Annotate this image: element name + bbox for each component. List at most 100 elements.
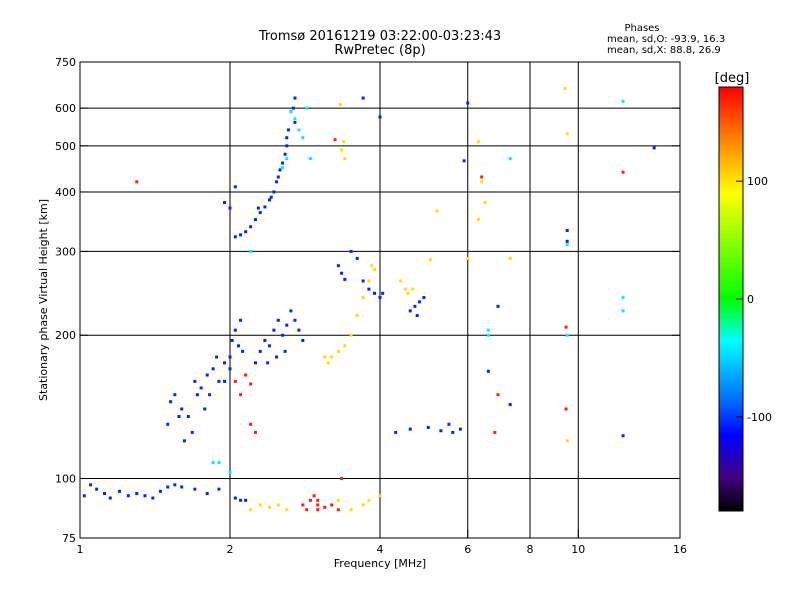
data-point (564, 325, 568, 329)
x-tick-label: 8 (527, 543, 534, 556)
colorbar-ticks: 100 0 -100 (736, 175, 772, 424)
data-point (108, 496, 112, 500)
colorbar-tick-label: 0 (747, 293, 754, 306)
data-point (361, 296, 365, 300)
data-point (565, 243, 569, 247)
data-point (330, 503, 334, 507)
data-point (565, 239, 569, 243)
data-point (266, 361, 270, 365)
data-point (253, 218, 257, 222)
data-point (253, 430, 257, 434)
x-tick-label: 1 (77, 543, 84, 556)
data-point (258, 503, 262, 507)
data-point (508, 403, 512, 407)
data-point (480, 180, 484, 184)
data-point (199, 386, 203, 390)
data-point (173, 393, 177, 397)
colorbar-tick-label: -100 (747, 411, 772, 424)
data-point (267, 344, 271, 348)
data-point (286, 128, 290, 132)
data-point (82, 494, 86, 498)
data-point (508, 157, 512, 161)
data-point (276, 175, 280, 179)
data-point (408, 309, 412, 313)
data-point (281, 166, 285, 170)
data-point (312, 494, 316, 498)
data-point (249, 508, 253, 512)
data-point (305, 106, 309, 110)
data-point (316, 503, 320, 507)
data-point (89, 483, 93, 487)
data-point (373, 291, 377, 295)
data-point (297, 328, 301, 332)
data-point (355, 314, 359, 318)
data-point (394, 430, 398, 434)
data-point (173, 483, 177, 487)
data-point (258, 211, 262, 215)
data-point (493, 430, 497, 434)
data-point (283, 349, 287, 353)
data-point (301, 503, 305, 507)
data-point (236, 344, 240, 348)
data-point (117, 489, 121, 493)
data-point (275, 180, 279, 184)
data-point (486, 328, 490, 332)
data-point (169, 400, 173, 404)
data-point (326, 361, 330, 365)
data-point (223, 379, 227, 383)
data-point (239, 498, 243, 502)
data-point (158, 489, 162, 493)
data-point (180, 407, 184, 411)
data-point (278, 168, 282, 172)
data-point (281, 161, 285, 165)
y-tick-label: 75 (62, 532, 76, 545)
chart-title: Tromsø 20161219 03:22:00-03:23:43 (258, 29, 501, 44)
data-point (342, 140, 346, 144)
data-point (223, 361, 227, 365)
data-point (275, 355, 279, 359)
data-point (285, 136, 289, 140)
data-point (415, 314, 419, 318)
data-point (166, 485, 170, 489)
x-tick-label: 10 (571, 543, 585, 556)
data-point (336, 264, 340, 268)
data-point (563, 86, 567, 90)
data-point (621, 434, 625, 438)
data-point (293, 117, 297, 121)
data-point (338, 103, 342, 107)
data-point (244, 230, 248, 234)
data-point (621, 296, 625, 300)
data-point (135, 492, 139, 496)
data-point (211, 461, 215, 465)
data-point (211, 367, 215, 371)
data-point (316, 498, 320, 502)
data-point (378, 494, 382, 498)
data-point (565, 439, 569, 443)
data-point (466, 101, 470, 105)
y-tick-label: 600 (55, 102, 76, 115)
data-point (223, 201, 227, 205)
data-point (486, 369, 490, 373)
data-point (451, 430, 455, 434)
data-point (355, 256, 359, 260)
data-point (126, 494, 130, 498)
data-point (565, 228, 569, 232)
y-tick-label: 300 (55, 245, 76, 258)
data-point (373, 267, 377, 271)
data-point (480, 175, 484, 179)
data-point (289, 309, 293, 313)
data-point (411, 287, 415, 291)
x-tick-label: 6 (464, 543, 471, 556)
data-point (228, 206, 232, 210)
x-tick-label: 16 (673, 543, 687, 556)
data-point (316, 508, 320, 512)
data-point (378, 296, 382, 300)
y-axis-label: Stationary phase Virtual Height [km] (37, 199, 50, 401)
data-point (343, 277, 347, 281)
data-point (293, 96, 297, 100)
data-point (417, 300, 421, 304)
data-point (263, 205, 267, 209)
data-point (249, 249, 253, 253)
data-point (217, 487, 221, 491)
